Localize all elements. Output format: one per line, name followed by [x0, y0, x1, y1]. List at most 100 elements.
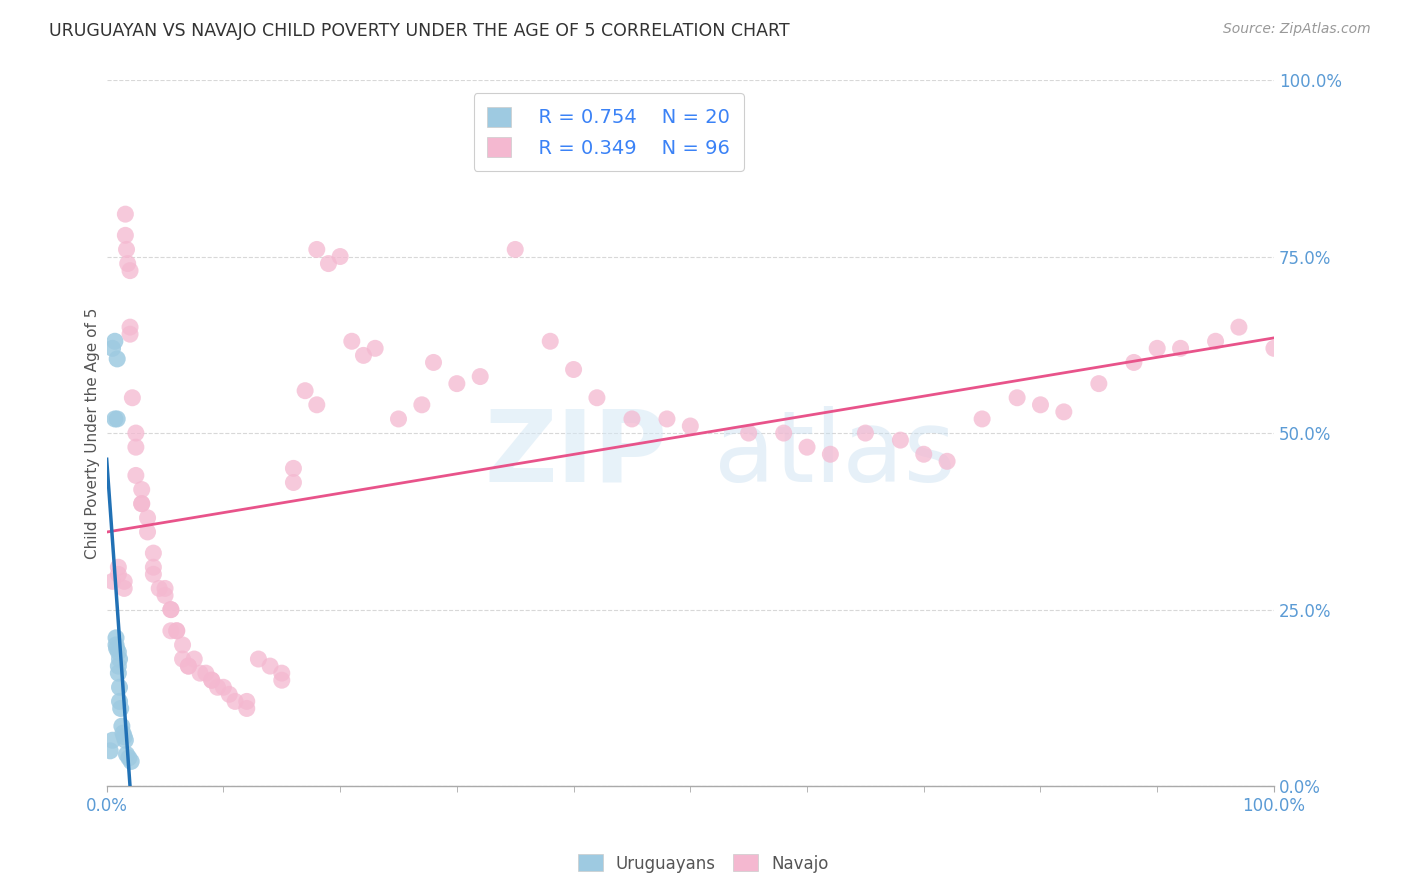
Point: [889, 433, 911, 447]
Point: [172, 652, 194, 666]
Legend:   R = 0.754    N = 20,   R = 0.349    N = 96: R = 0.754 N = 20, R = 0.349 N = 96: [474, 94, 744, 171]
Point: [503, 243, 526, 257]
Point: [160, 602, 183, 616]
Point: [107, 645, 129, 659]
Point: [236, 701, 259, 715]
Point: [153, 589, 176, 603]
Point: [470, 369, 492, 384]
Point: [166, 624, 188, 638]
Point: [411, 398, 433, 412]
Point: [125, 425, 148, 440]
Point: [142, 567, 165, 582]
Point: [136, 510, 159, 524]
Point: [259, 659, 281, 673]
Point: [737, 425, 759, 440]
Point: [105, 641, 128, 656]
Point: [101, 574, 124, 589]
Point: [387, 412, 409, 426]
Point: [107, 659, 129, 673]
Point: [270, 666, 292, 681]
Point: [105, 631, 128, 645]
Point: [111, 719, 134, 733]
Point: [188, 666, 211, 681]
Point: [107, 567, 129, 582]
Point: [101, 341, 124, 355]
Point: [218, 687, 240, 701]
Point: [586, 391, 609, 405]
Point: [108, 680, 131, 694]
Point: [224, 694, 246, 708]
Point: [1146, 341, 1168, 355]
Point: [160, 602, 183, 616]
Point: [120, 755, 142, 769]
Point: [1263, 341, 1285, 355]
Point: [1088, 376, 1111, 391]
Point: [1205, 334, 1227, 349]
Point: [364, 341, 387, 355]
Point: [972, 412, 994, 426]
Point: [166, 624, 188, 638]
Point: [538, 334, 561, 349]
Point: [305, 398, 328, 412]
Text: URUGUAYAN VS NAVAJO CHILD POVERTY UNDER THE AGE OF 5 CORRELATION CHART: URUGUAYAN VS NAVAJO CHILD POVERTY UNDER …: [49, 22, 790, 40]
Point: [131, 497, 153, 511]
Point: [114, 228, 136, 243]
Point: [422, 355, 444, 369]
Point: [201, 673, 224, 688]
Point: [105, 638, 128, 652]
Point: [177, 659, 200, 673]
Point: [1227, 320, 1250, 334]
Point: [1170, 341, 1192, 355]
Point: [796, 440, 818, 454]
Point: [125, 440, 148, 454]
Point: [679, 419, 702, 434]
Point: [108, 694, 131, 708]
Point: [283, 475, 305, 490]
Point: [118, 320, 141, 334]
Point: [247, 652, 270, 666]
Point: [112, 726, 135, 740]
Point: [1029, 398, 1052, 412]
Point: [118, 751, 141, 765]
Point: [105, 412, 128, 426]
Point: [107, 666, 129, 681]
Text: atlas: atlas: [714, 406, 955, 503]
Point: [112, 582, 135, 596]
Point: [294, 384, 316, 398]
Point: [98, 744, 121, 758]
Point: [105, 351, 128, 366]
Point: [340, 334, 363, 349]
Point: [118, 327, 141, 342]
Text: ZIP: ZIP: [484, 406, 666, 503]
Point: [236, 694, 259, 708]
Point: [912, 447, 935, 461]
Point: [820, 447, 842, 461]
Point: [148, 582, 170, 596]
Point: [936, 454, 959, 468]
Point: [207, 680, 229, 694]
Point: [114, 207, 136, 221]
Point: [160, 624, 183, 638]
Point: [112, 730, 135, 744]
Text: Source: ZipAtlas.com: Source: ZipAtlas.com: [1223, 22, 1371, 37]
Point: [110, 701, 132, 715]
Point: [104, 334, 127, 349]
Point: [114, 733, 136, 747]
Point: [283, 461, 305, 475]
Point: [1122, 355, 1144, 369]
Point: [194, 666, 217, 681]
Point: [270, 673, 292, 688]
Point: [107, 560, 129, 574]
Point: [117, 256, 139, 270]
Point: [353, 348, 375, 362]
Point: [118, 263, 141, 277]
Point: [446, 376, 468, 391]
Point: [131, 497, 153, 511]
Point: [121, 391, 143, 405]
Point: [153, 582, 176, 596]
Point: [101, 733, 124, 747]
Point: [562, 362, 585, 376]
Point: [855, 425, 877, 440]
Point: [1005, 391, 1028, 405]
Point: [212, 680, 235, 694]
